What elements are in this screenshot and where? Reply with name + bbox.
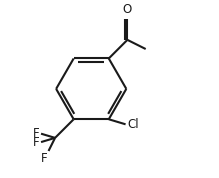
Text: F: F bbox=[33, 136, 40, 149]
Text: O: O bbox=[123, 3, 132, 16]
Text: Cl: Cl bbox=[127, 118, 139, 131]
Text: F: F bbox=[33, 127, 40, 140]
Text: F: F bbox=[41, 152, 47, 165]
